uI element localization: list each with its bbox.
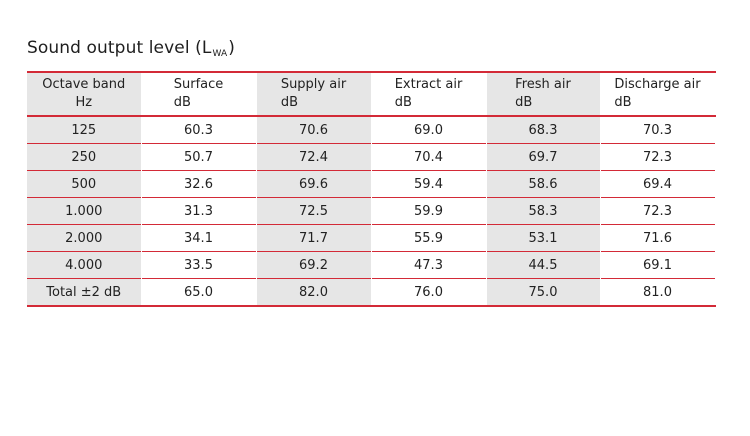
table-row: 500 32.6 69.6 59.4 58.6 69.4 bbox=[27, 170, 716, 198]
header-supply-air: Supply air dB bbox=[256, 72, 372, 116]
row-label: 2.000 bbox=[27, 224, 142, 252]
cell-supply-air: 72.5 bbox=[256, 197, 372, 225]
cell-discharge-air: 72.3 bbox=[600, 143, 716, 171]
cell-extract-air: 55.9 bbox=[371, 224, 487, 252]
cell-discharge-air: 81.0 bbox=[600, 278, 716, 306]
cell-discharge-air: 69.1 bbox=[600, 251, 716, 279]
cell-supply-air: 69.6 bbox=[256, 170, 372, 198]
row-label: 500 bbox=[27, 170, 142, 198]
cell-discharge-air: 72.3 bbox=[600, 197, 716, 225]
row-label: 4.000 bbox=[27, 251, 142, 279]
table-title: Sound output level (LWA) bbox=[27, 38, 235, 59]
header-surface: Surface dB bbox=[141, 72, 257, 116]
cell-extract-air: 70.4 bbox=[371, 143, 487, 171]
row-label: 250 bbox=[27, 143, 142, 171]
header-fresh-air: Fresh air dB bbox=[486, 72, 601, 116]
cell-extract-air: 76.0 bbox=[371, 278, 487, 306]
cell-extract-air: 69.0 bbox=[371, 116, 487, 144]
cell-fresh-air: 75.0 bbox=[486, 278, 601, 306]
cell-supply-air: 71.7 bbox=[256, 224, 372, 252]
cell-extract-air: 47.3 bbox=[371, 251, 487, 279]
sound-output-table: Octave band Hz Surface dB Supply air dB … bbox=[27, 71, 716, 307]
row-label-total: Total ±2 dB bbox=[27, 278, 142, 306]
header-discharge-air: Discharge air dB bbox=[600, 72, 716, 116]
cell-fresh-air: 68.3 bbox=[486, 116, 601, 144]
cell-supply-air: 70.6 bbox=[256, 116, 372, 144]
header-row: Octave band Hz Surface dB Supply air dB … bbox=[27, 72, 716, 116]
cell-surface: 33.5 bbox=[141, 251, 257, 279]
cell-surface: 34.1 bbox=[141, 224, 257, 252]
cell-extract-air: 59.4 bbox=[371, 170, 487, 198]
cell-surface: 50.7 bbox=[141, 143, 257, 171]
cell-fresh-air: 44.5 bbox=[486, 251, 601, 279]
table-row: 250 50.7 72.4 70.4 69.7 72.3 bbox=[27, 143, 716, 171]
cell-discharge-air: 70.3 bbox=[600, 116, 716, 144]
cell-discharge-air: 71.6 bbox=[600, 224, 716, 252]
cell-fresh-air: 58.3 bbox=[486, 197, 601, 225]
cell-supply-air: 69.2 bbox=[256, 251, 372, 279]
cell-discharge-air: 69.4 bbox=[600, 170, 716, 198]
row-label: 125 bbox=[27, 116, 142, 144]
table-row-total: Total ±2 dB 65.0 82.0 76.0 75.0 81.0 bbox=[27, 278, 716, 306]
header-octave-band: Octave band Hz bbox=[27, 72, 142, 116]
cell-fresh-air: 53.1 bbox=[486, 224, 601, 252]
table-title-text: Sound output level (L bbox=[27, 38, 212, 58]
cell-fresh-air: 69.7 bbox=[486, 143, 601, 171]
row-label: 1.000 bbox=[27, 197, 142, 225]
table-title-close: ) bbox=[228, 38, 235, 58]
cell-supply-air: 82.0 bbox=[256, 278, 372, 306]
header-extract-air: Extract air dB bbox=[371, 72, 487, 116]
table-row: 1.000 31.3 72.5 59.9 58.3 72.3 bbox=[27, 197, 716, 225]
table-row: 125 60.3 70.6 69.0 68.3 70.3 bbox=[27, 116, 716, 144]
cell-fresh-air: 58.6 bbox=[486, 170, 601, 198]
cell-surface: 31.3 bbox=[141, 197, 257, 225]
table-row: 2.000 34.1 71.7 55.9 53.1 71.6 bbox=[27, 224, 716, 252]
cell-extract-air: 59.9 bbox=[371, 197, 487, 225]
cell-surface: 60.3 bbox=[141, 116, 257, 144]
cell-surface: 32.6 bbox=[141, 170, 257, 198]
cell-surface: 65.0 bbox=[141, 278, 257, 306]
cell-supply-air: 72.4 bbox=[256, 143, 372, 171]
table-row: 4.000 33.5 69.2 47.3 44.5 69.1 bbox=[27, 251, 716, 279]
table-title-subscript: WA bbox=[212, 49, 228, 59]
